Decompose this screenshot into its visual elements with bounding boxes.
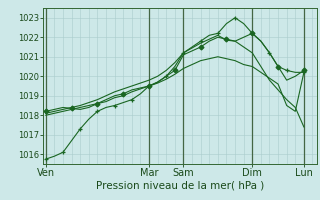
X-axis label: Pression niveau de la mer( hPa ): Pression niveau de la mer( hPa ) xyxy=(96,181,264,191)
